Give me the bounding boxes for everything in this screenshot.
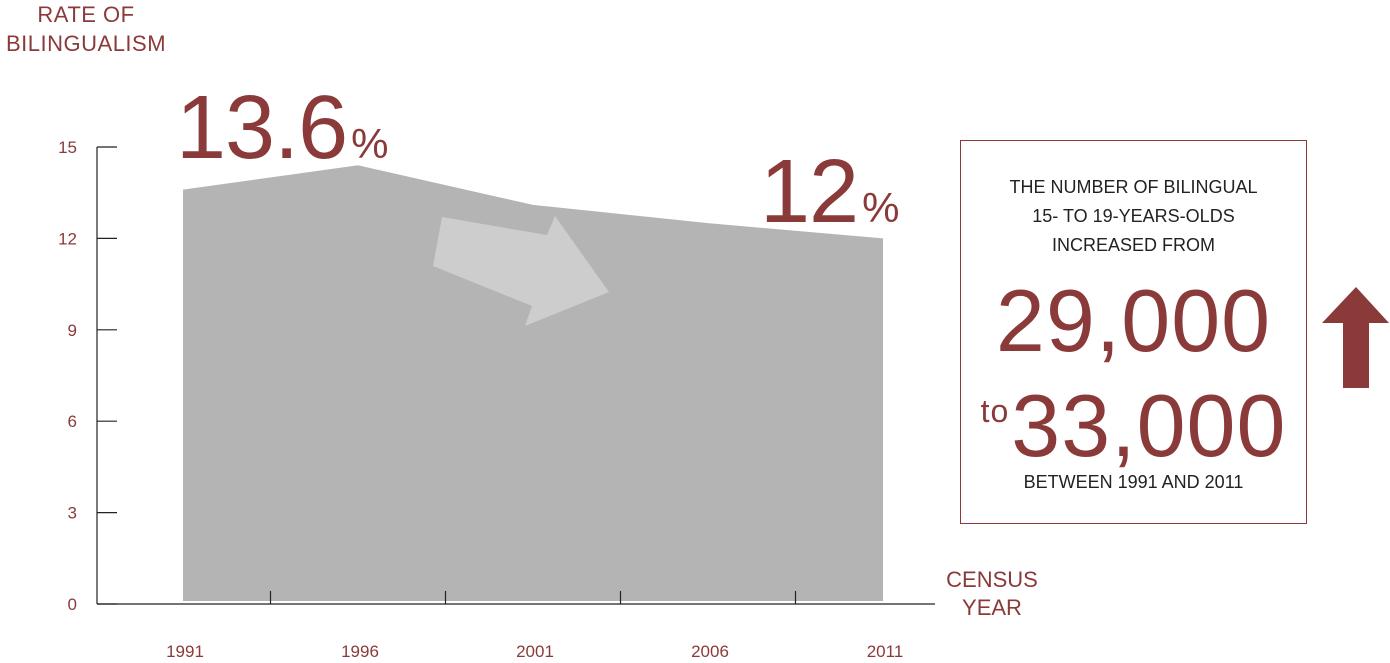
area-series <box>183 165 883 601</box>
y-tick-label: 15 <box>58 138 77 157</box>
callout-box: THE NUMBER OF BILINGUAL 15- TO 19-YEARS-… <box>960 140 1307 524</box>
annotation-end-value: 12 <box>760 142 858 242</box>
callout-period: BETWEEN 1991 AND 2011 <box>1023 472 1244 492</box>
y-tick-label: 6 <box>68 412 77 431</box>
y-tick-label: 3 <box>68 504 77 523</box>
y-tick-label: 0 <box>68 595 77 614</box>
annotation-start-unit: % <box>351 120 387 167</box>
callout-to-value: 33,000 <box>1011 376 1287 475</box>
x-tick-label: 2011 <box>867 642 904 661</box>
x-tick-label: 2001 <box>516 642 554 661</box>
y-axis-label: RATE OF BILINGUALISM <box>6 0 166 58</box>
callout-to-row: to33,000 <box>961 363 1306 474</box>
callout-from-value: 29,000 <box>995 271 1272 370</box>
callout-heading-line: THE NUMBER OF BILINGUAL <box>1009 177 1258 197</box>
y-axis-label-line: BILINGUALISM <box>6 31 167 56</box>
x-tick-label: 1996 <box>341 642 379 661</box>
annotation-end: 12% <box>760 142 898 242</box>
callout-heading: THE NUMBER OF BILINGUAL 15- TO 19-YEARS-… <box>961 173 1306 260</box>
x-axis-label-line: CENSUS <box>946 567 1038 592</box>
annotation-start-value: 13.6 <box>176 78 347 178</box>
callout-to-word: to <box>980 393 1010 429</box>
callout-heading-line: INCREASED FROM <box>1051 235 1215 255</box>
x-tick-label: 2006 <box>691 642 729 661</box>
x-tick-label: 1991 <box>166 642 204 661</box>
y-tick-label: 12 <box>58 229 77 248</box>
y-tick-label: 9 <box>68 321 77 340</box>
callout-heading-line: 15- TO 19-YEARS-OLDS <box>1032 206 1235 226</box>
y-axis-label-line: RATE OF <box>37 2 135 27</box>
trend-down-arrow <box>433 216 609 326</box>
x-axis-label: CENSUS YEAR <box>930 566 1054 622</box>
annotation-start: 13.6% <box>176 78 388 178</box>
x-axis-label-line: YEAR <box>962 595 1022 620</box>
annotation-end-unit: % <box>862 184 898 231</box>
